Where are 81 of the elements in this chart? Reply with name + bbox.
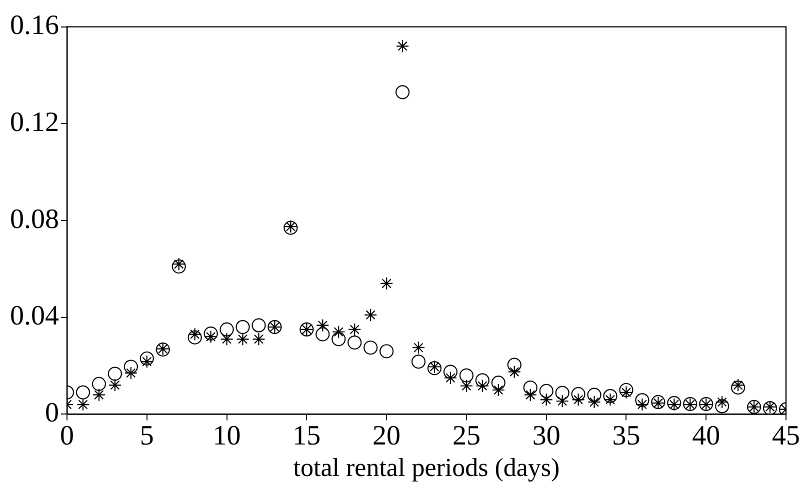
x-tick-label: 35 [612,420,640,452]
point [540,393,553,406]
y-tick-label: 0.08 [10,204,59,235]
point [412,341,426,354]
point [92,376,106,391]
point [476,379,489,392]
point [588,396,601,409]
point [556,394,569,408]
point [236,320,250,334]
point [220,332,234,346]
point [332,325,346,338]
point [396,40,410,53]
point [508,365,521,378]
point [636,398,649,412]
x-tick-label: 20 [372,420,401,452]
point [188,328,202,341]
point [604,393,617,406]
x-axis-title: total rental periods (days) [293,453,560,482]
point [715,399,730,414]
point [491,376,506,390]
point [395,85,410,100]
point [316,318,330,332]
point [172,258,186,271]
point [364,340,378,355]
x-tick-label: 45 [772,420,800,452]
x-tick-label: 10 [212,420,241,452]
x-tick-label: 5 [140,420,154,452]
point [507,358,522,372]
x-tick-label: 40 [692,420,720,452]
point [475,373,490,388]
point [364,308,378,322]
point [603,388,618,404]
point [380,344,394,358]
y-tick-label: 0.12 [10,107,59,138]
point [92,388,106,402]
point [732,378,745,392]
point [587,388,602,402]
point [380,276,394,290]
point [316,327,330,342]
y-tick-label: 0 [45,398,59,429]
point [124,360,138,374]
point [252,332,266,346]
point [459,368,474,383]
point [172,259,186,274]
x-tick-label: 15 [292,420,321,452]
point [76,398,90,412]
point [108,378,122,392]
point [348,335,362,350]
x-tick-label: 30 [532,420,560,452]
point [124,366,138,380]
point [539,384,554,398]
point [108,366,122,381]
point [411,354,426,369]
point [572,393,585,406]
point [140,355,154,368]
point [460,379,473,392]
point [619,382,634,398]
point [492,383,505,397]
point [220,322,234,337]
point [204,326,218,341]
point [716,396,729,409]
point [444,371,458,384]
point [188,330,202,344]
point [571,387,586,402]
point [332,332,346,346]
point [140,351,154,366]
x-tick-label: 25 [452,420,480,452]
point [523,380,538,395]
point [348,322,362,336]
point [252,318,266,332]
point [620,386,633,399]
point [635,393,650,408]
point [555,386,570,400]
y-tick-label: 0.16 [10,10,59,42]
point [524,388,537,402]
point [204,330,218,344]
y-tick-label: 0.04 [10,300,59,332]
point [443,364,458,379]
point [731,380,746,395]
point [236,332,250,346]
point [76,385,90,400]
